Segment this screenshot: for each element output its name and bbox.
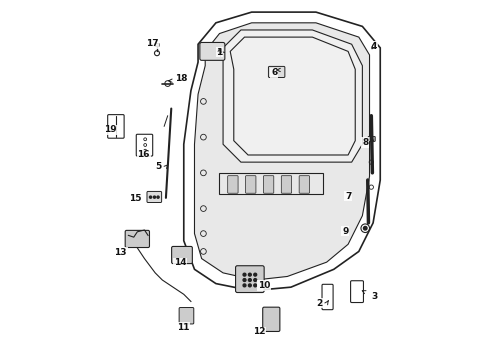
FancyBboxPatch shape bbox=[263, 176, 273, 193]
Circle shape bbox=[243, 273, 245, 276]
Text: 2: 2 bbox=[316, 299, 322, 308]
Text: 15: 15 bbox=[129, 194, 142, 203]
Text: 12: 12 bbox=[252, 327, 264, 336]
PathPatch shape bbox=[194, 23, 369, 280]
Text: 17: 17 bbox=[146, 39, 158, 48]
Text: 5: 5 bbox=[155, 162, 161, 171]
Text: 18: 18 bbox=[174, 74, 187, 83]
Text: 14: 14 bbox=[174, 258, 186, 267]
Circle shape bbox=[149, 196, 151, 198]
Text: 3: 3 bbox=[371, 292, 377, 301]
Text: 1: 1 bbox=[216, 48, 222, 57]
FancyBboxPatch shape bbox=[125, 230, 149, 248]
FancyBboxPatch shape bbox=[227, 176, 238, 193]
Circle shape bbox=[243, 279, 245, 282]
Circle shape bbox=[363, 226, 366, 230]
FancyBboxPatch shape bbox=[235, 266, 264, 293]
FancyBboxPatch shape bbox=[367, 136, 374, 141]
FancyBboxPatch shape bbox=[147, 192, 162, 203]
Text: 19: 19 bbox=[104, 126, 117, 135]
Circle shape bbox=[253, 284, 256, 287]
Text: 9: 9 bbox=[341, 226, 348, 235]
Circle shape bbox=[157, 196, 159, 198]
Circle shape bbox=[153, 196, 155, 198]
Circle shape bbox=[248, 273, 251, 276]
FancyBboxPatch shape bbox=[281, 176, 291, 193]
PathPatch shape bbox=[223, 30, 362, 162]
FancyBboxPatch shape bbox=[200, 42, 224, 60]
Text: 4: 4 bbox=[370, 41, 377, 50]
Circle shape bbox=[253, 279, 256, 282]
Circle shape bbox=[248, 284, 251, 287]
FancyBboxPatch shape bbox=[268, 66, 285, 77]
FancyBboxPatch shape bbox=[171, 247, 192, 264]
FancyBboxPatch shape bbox=[299, 176, 309, 193]
Text: 7: 7 bbox=[344, 192, 350, 201]
Circle shape bbox=[253, 273, 256, 276]
Text: 11: 11 bbox=[177, 323, 189, 332]
FancyBboxPatch shape bbox=[262, 307, 279, 332]
Text: 16: 16 bbox=[137, 150, 150, 159]
Text: 8: 8 bbox=[362, 138, 367, 147]
FancyBboxPatch shape bbox=[245, 176, 255, 193]
Circle shape bbox=[243, 284, 245, 287]
Text: 6: 6 bbox=[270, 68, 277, 77]
Text: 13: 13 bbox=[114, 248, 126, 257]
FancyBboxPatch shape bbox=[179, 307, 193, 324]
Circle shape bbox=[248, 279, 251, 282]
FancyBboxPatch shape bbox=[155, 44, 159, 46]
Text: 10: 10 bbox=[258, 281, 270, 290]
